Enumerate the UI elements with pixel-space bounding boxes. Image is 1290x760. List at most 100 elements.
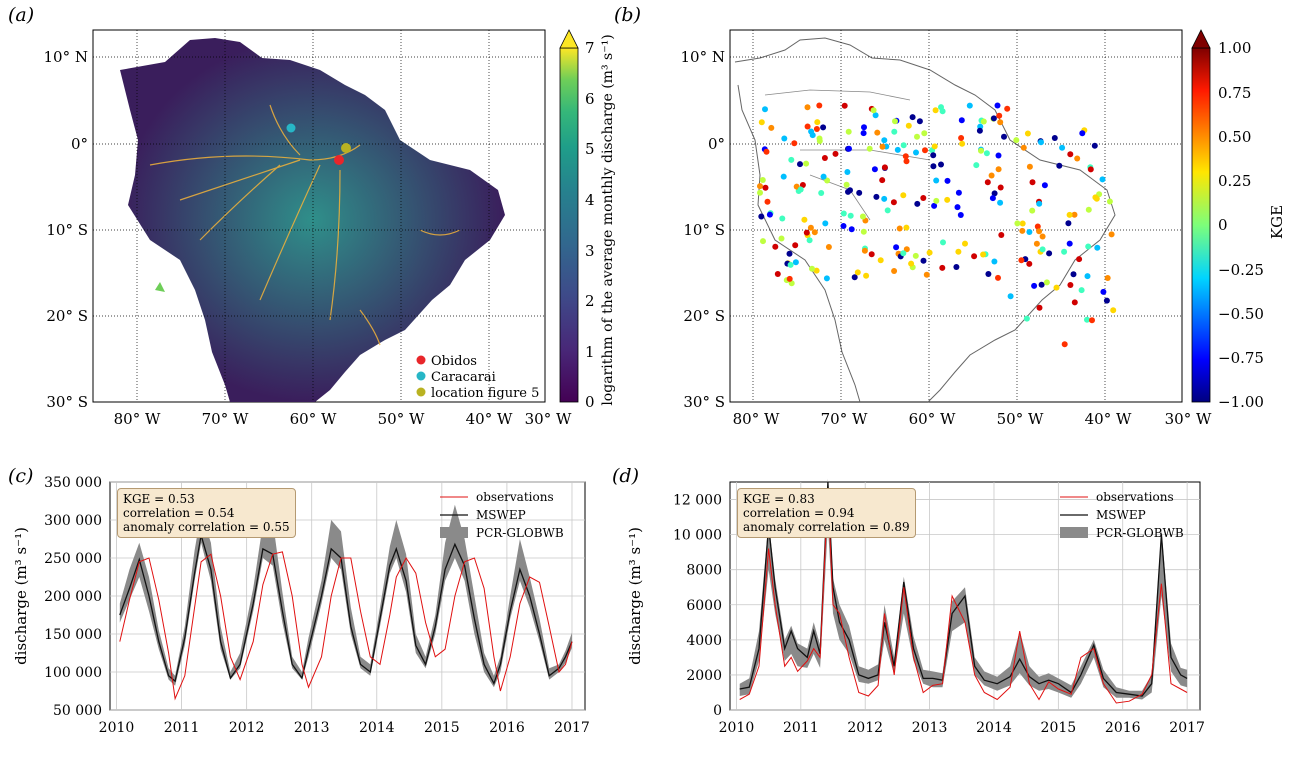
kge-station-dot (843, 181, 850, 188)
kge-station-dot (990, 115, 997, 122)
kge-station-dot (1067, 151, 1074, 158)
kge-station-dot (930, 152, 937, 159)
cbar-tick: 7 (585, 39, 595, 57)
x-tick-label: 2010 (99, 720, 135, 736)
y-tick-label: 6000 (686, 598, 722, 614)
kge-station-dot (801, 216, 808, 223)
kge-station-dot (998, 232, 1005, 238)
kge-station-dot (955, 189, 962, 196)
kge-station-dot (971, 253, 978, 260)
kge-station-dot (804, 104, 811, 111)
kge-station-dot (1019, 227, 1026, 234)
map-a-legend: Obidos Caracarai location figure 5 (416, 354, 539, 401)
kge-station-dot (851, 274, 858, 281)
kge-station-dot (900, 192, 907, 199)
kge-station-dot (847, 212, 854, 219)
lon-tick: 50° W (378, 410, 425, 428)
kge-station-dot (944, 177, 951, 184)
kge-station-dot (1108, 231, 1115, 238)
cbar-tick: 2 (585, 292, 595, 310)
kge-station-dot (1070, 271, 1077, 278)
kge-station-dot (1036, 228, 1043, 235)
kge-station-dot (930, 163, 937, 170)
kge-station-dot (809, 265, 815, 272)
kge-station-dot (1089, 317, 1095, 324)
lat-tick: 10° N (44, 48, 88, 66)
kge-station-dot (1018, 257, 1025, 264)
panel-label-d: (d) (612, 465, 639, 487)
kge-station-dot (881, 164, 888, 171)
kge-station-dot (1029, 207, 1036, 214)
observations-line (739, 490, 1188, 704)
map-b: 10° N 0° 10° S 20° S 30° S 80° W 70° W 6… (681, 29, 1286, 428)
kge-station-dot (931, 202, 938, 209)
x-tick-label: 2014 (976, 720, 1012, 736)
lat-tick: 0° (708, 135, 725, 153)
kge-station-dot (905, 122, 912, 129)
kge-station-dot (931, 143, 938, 150)
kge-station-dot (871, 166, 878, 173)
cbar-tick: 0 (1218, 216, 1228, 234)
kge-station-dot (1046, 250, 1053, 257)
kge-station-dot (984, 179, 991, 186)
lon-tick: 40° W (466, 410, 513, 428)
kge-station-dot (1024, 130, 1031, 137)
kge-station-dot (894, 146, 901, 153)
kge-station-dot (759, 177, 766, 183)
kge-station-dot (764, 198, 771, 205)
kge-station-dot (900, 250, 907, 257)
kge-station-dot (844, 169, 851, 175)
cbar-tick: 0.50 (1218, 128, 1251, 146)
lat-tick: 0° (71, 135, 88, 153)
kge-station-dot (921, 130, 928, 137)
kge-station-dot (757, 189, 763, 196)
kge-station-dot (763, 148, 770, 155)
kge-station-dot (762, 184, 769, 191)
lon-tick: 70° W (202, 410, 249, 428)
kge-station-dot (1066, 240, 1073, 247)
cbar-tick: 0 (585, 393, 595, 411)
kge-station-dot (1065, 220, 1072, 227)
kge-station-dot (772, 243, 779, 250)
colorbar-b (1191, 47, 1211, 403)
kge-station-dot (939, 264, 946, 271)
kge-station-dot (1071, 299, 1078, 306)
stat-kge: KGE = 0.83 (743, 492, 815, 506)
stat-correlation: correlation = 0.54 (123, 506, 235, 520)
kge-station-dot (881, 137, 888, 144)
kge-station-dot (804, 123, 811, 130)
kge-station-dot (1104, 275, 1111, 281)
kge-station-dot (814, 119, 821, 126)
map-a: 10° N 0° 10° S 20° S 30° S 80° W 70° W 6… (44, 29, 616, 428)
kge-station-dot (916, 118, 923, 125)
kge-station-dot (818, 190, 825, 196)
kge-station-dot (797, 186, 804, 193)
x-tick-label: 2015 (1041, 720, 1077, 736)
kge-station-dot (1026, 163, 1033, 170)
legend-label: observations (1096, 490, 1174, 504)
kge-station-dot (933, 177, 940, 184)
kge-station-dot (891, 268, 898, 274)
lat-tick: 10° S (46, 221, 88, 239)
x-tick-label: 2015 (424, 720, 460, 736)
kge-station-dot (1094, 244, 1101, 251)
cbar-tick: 3 (585, 242, 595, 260)
kge-station-dot (846, 145, 852, 152)
kge-station-dot (841, 102, 848, 109)
kge-station-dot (845, 128, 852, 135)
lon-tick: 70° W (821, 410, 868, 428)
y-tick-label: 12 000 (673, 493, 722, 509)
panel-label-b: (b) (614, 4, 641, 26)
lon-tick: 30° W (1165, 410, 1212, 428)
kge-station-dot (1078, 287, 1085, 294)
kge-station-dot (816, 102, 823, 109)
lon-tick: 60° W (909, 410, 956, 428)
kge-station-dot (861, 247, 868, 254)
kge-station-dot (1061, 248, 1068, 255)
kge-station-dot (1067, 282, 1074, 288)
cbar-tick: −0.50 (1218, 305, 1264, 323)
kge-station-dot (863, 272, 870, 279)
kge-station-dot (848, 226, 855, 233)
stats-box-c: KGE = 0.53 correlation = 0.54 anomaly co… (117, 488, 296, 538)
x-tick-label: 2010 (719, 720, 755, 736)
